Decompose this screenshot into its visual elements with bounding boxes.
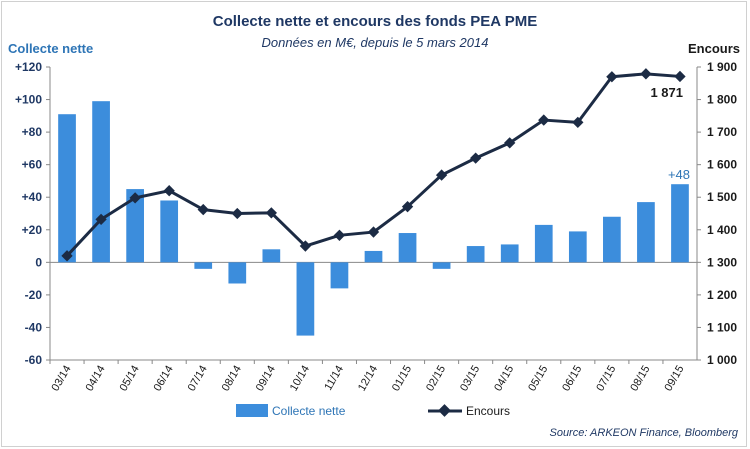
- x-tick-label: 06/14: [152, 364, 176, 394]
- line-series-encours: [61, 68, 686, 262]
- bar-collecte: [228, 262, 247, 284]
- bar-collecte: [603, 216, 621, 263]
- bar-collecte: [364, 250, 383, 263]
- right-tick-label: 1 300: [707, 255, 737, 269]
- x-tick-label: 07/14: [186, 364, 210, 394]
- left-tick-label: -40: [25, 320, 43, 334]
- bar-collecte: [466, 246, 485, 263]
- x-tick-label: 11/14: [322, 364, 346, 393]
- bar-collecte: [194, 262, 213, 269]
- chart-subtitle: Données en M€, depuis le 5 mars 2014: [262, 35, 489, 50]
- left-tick-label: -20: [25, 288, 43, 302]
- x-tick-label: 04/15: [492, 364, 516, 394]
- x-tick-label: 01/15: [390, 364, 414, 394]
- legend: Collecte nette Encours: [236, 404, 510, 418]
- point-encours: [640, 68, 652, 80]
- left-tick-label: +20: [22, 223, 43, 237]
- line-last-value-label: 1 871: [650, 85, 683, 100]
- chart-title: Collecte nette et encours des fonds PEA …: [213, 13, 538, 30]
- x-tick-label: 03/15: [458, 364, 482, 394]
- bar-last-value-label: +48: [668, 167, 690, 182]
- x-tick-label: 10/14: [288, 364, 312, 394]
- source-note: Source: ARKEON Finance, Bloomberg: [549, 427, 738, 439]
- left-tick-label: 0: [35, 255, 42, 269]
- right-tick-label: 1 700: [707, 125, 737, 139]
- legend-label-collecte: Collecte nette: [272, 404, 346, 418]
- bar-collecte: [296, 262, 315, 336]
- right-axis-title: Encours: [688, 41, 740, 56]
- right-tick-label: 1 800: [707, 93, 737, 107]
- bar-collecte: [568, 231, 587, 263]
- point-encours: [197, 203, 209, 216]
- x-tick-label: 12/14: [356, 364, 380, 394]
- point-encours: [299, 240, 312, 252]
- bar-collecte: [671, 184, 689, 263]
- legend-swatch-collecte: [236, 404, 268, 417]
- bar-collecte: [432, 262, 451, 269]
- legend-label-encours: Encours: [466, 404, 510, 418]
- axes: +120 +100 +80 +60 +40 +20 0 -20 -40 -60 1 900 1 800…: [15, 60, 737, 367]
- bar-collecte: [58, 114, 76, 263]
- bar-collecte: [126, 189, 144, 263]
- left-tick-label: +100: [15, 93, 42, 107]
- left-tick-label: +120: [15, 60, 42, 74]
- x-tick-label: 07/15: [594, 364, 618, 394]
- right-tick-label: 1 900: [707, 60, 737, 74]
- x-tick-label: 06/15: [560, 364, 584, 394]
- right-tick-label: 1 100: [707, 320, 737, 334]
- bar-collecte: [330, 262, 349, 289]
- bar-collecte: [500, 244, 519, 263]
- right-tick-label: 1 200: [707, 288, 737, 302]
- left-tick-label: +40: [22, 190, 43, 204]
- x-tick-label: 08/15: [628, 364, 652, 394]
- bar-collecte: [637, 202, 655, 263]
- x-tick-label: 04/14: [84, 364, 108, 394]
- left-tick-label: +80: [22, 125, 43, 139]
- right-tick-label: 1 500: [707, 190, 737, 204]
- x-tick-labels: 03/14 04/14 05/14 06/14 07/14 08/14 09/14 10/14…: [49, 364, 686, 394]
- left-axis-title: Collecte nette: [8, 41, 93, 56]
- point-encours: [401, 201, 414, 213]
- right-tick-label: 1 000: [707, 353, 737, 367]
- bar-series-collecte: [58, 101, 689, 336]
- point-encours: [231, 207, 243, 220]
- x-tick-label: 08/14: [220, 364, 244, 394]
- bar-collecte: [92, 101, 110, 263]
- point-encours: [265, 207, 277, 219]
- x-tick-label: 05/14: [118, 364, 142, 394]
- left-tick-label: +60: [22, 158, 43, 172]
- point-encours: [674, 70, 686, 83]
- x-tick-label: 09/14: [254, 364, 278, 394]
- point-encours: [163, 185, 175, 197]
- point-encours: [504, 137, 516, 149]
- point-encours: [129, 192, 141, 204]
- bar-collecte: [262, 249, 281, 263]
- point-encours: [470, 152, 482, 164]
- left-tick-label: -60: [25, 353, 43, 367]
- bar-collecte: [160, 200, 179, 263]
- x-tick-label: 02/15: [424, 364, 448, 394]
- bar-collecte: [398, 233, 417, 263]
- right-tick-label: 1 600: [707, 158, 737, 172]
- point-encours: [333, 229, 346, 241]
- x-tick-label: 05/15: [526, 364, 550, 394]
- x-tick-label: 09/15: [662, 364, 686, 394]
- legend-marker-encours: [438, 404, 451, 417]
- bar-collecte: [534, 224, 553, 263]
- right-tick-label: 1 400: [707, 223, 737, 237]
- point-encours: [367, 226, 380, 238]
- point-encours: [435, 169, 448, 181]
- x-tick-label: 03/14: [49, 364, 73, 394]
